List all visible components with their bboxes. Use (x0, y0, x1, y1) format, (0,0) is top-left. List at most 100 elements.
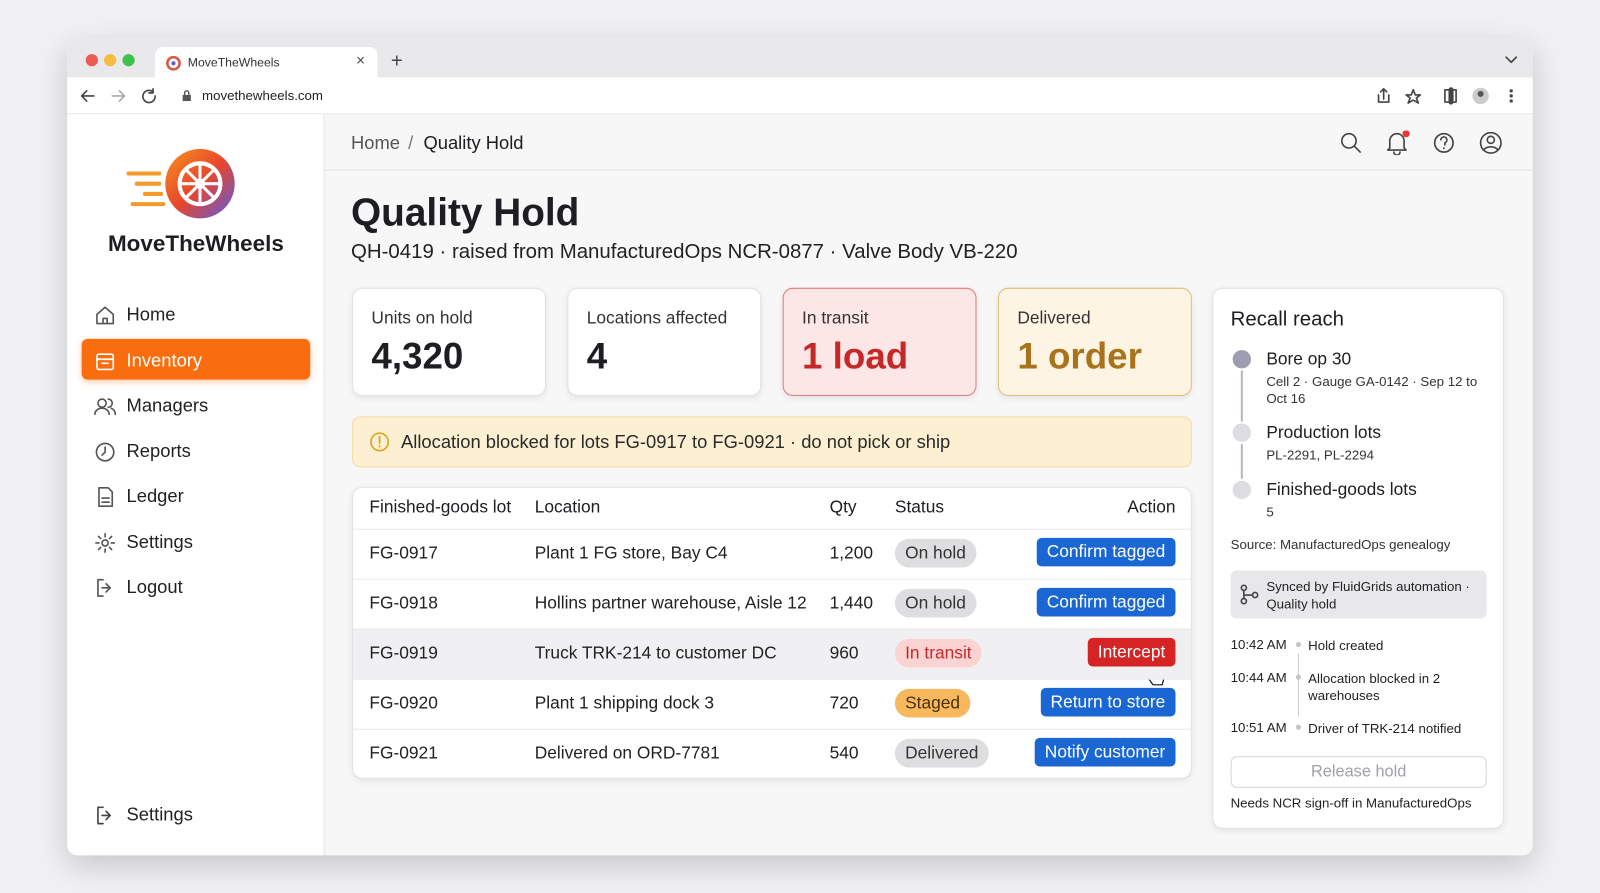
table-cell: 960 (829, 642, 859, 663)
nav-icon (98, 487, 114, 508)
status-pill: In transit (894, 638, 982, 668)
nav-item[interactable]: Inventory (126, 349, 203, 370)
nav-icon (96, 352, 115, 370)
tab[interactable] (155, 46, 378, 78)
recall-title: Recall reach (1230, 308, 1345, 331)
step-title: Bore op 30 (1266, 349, 1352, 369)
new-tab[interactable]: + (390, 50, 403, 73)
table-cell: Truck TRK-214 to customer DC (534, 642, 777, 663)
address-bar (67, 77, 1533, 115)
table-row (353, 578, 1191, 629)
nav-buttons[interactable] (80, 87, 162, 104)
tab-icon (166, 55, 181, 71)
table-header: Status (894, 497, 945, 517)
log-time: 10:44 AM (1230, 669, 1287, 685)
action-button[interactable]: Notify customer (1034, 737, 1176, 767)
action-button[interactable]: Return to store (1040, 687, 1176, 717)
table-cell: 1,200 (829, 542, 874, 563)
source: Source: ManufacturedOps genealogy (1230, 536, 1451, 553)
nav-icon (97, 578, 112, 597)
table-row (353, 528, 1191, 579)
nav-item[interactable]: Reports (126, 440, 191, 461)
table-cell: 540 (829, 742, 859, 763)
action-button[interactable]: Intercept (1087, 637, 1176, 667)
release-button[interactable]: Release hold (1230, 756, 1487, 788)
action-button[interactable]: Confirm tagged (1036, 537, 1176, 567)
table-row (353, 728, 1191, 779)
table-cell: FG-0921 (369, 742, 438, 763)
recall-panel (1212, 287, 1505, 829)
url[interactable]: movethewheels.com (202, 87, 323, 104)
nav-icon (95, 442, 115, 462)
nav-item[interactable]: Ledger (126, 485, 184, 507)
page-subtitle: QH-0419 · raised from ManufacturedOps NC… (351, 240, 1018, 264)
step-title: Production lots (1266, 422, 1382, 442)
step-dot (1230, 421, 1254, 444)
nav-icon (96, 306, 115, 325)
status-pill: Staged (894, 688, 971, 718)
header-divider (324, 169, 1533, 171)
step-detail: Cell 2 · Gauge GA-0142 · Sep 12 to Oct 1… (1266, 373, 1478, 407)
alert-text: Allocation blocked for lots FG-0917 to F… (401, 431, 951, 453)
header-icons[interactable] (1339, 130, 1507, 156)
log-dot (1295, 641, 1302, 648)
action-button[interactable]: Confirm tagged (1036, 587, 1176, 617)
table-cell: FG-0919 (369, 642, 438, 663)
table-row (353, 628, 1191, 679)
nav-item[interactable]: Managers (126, 394, 209, 416)
browser-tools[interactable] (1373, 87, 1521, 105)
sync-icon (1240, 584, 1259, 605)
table-cell: 1,440 (829, 592, 874, 613)
active-nav-bg (81, 338, 311, 380)
nav-icon (94, 398, 117, 416)
table-cell: Plant 1 FG store, Bay C4 (534, 542, 728, 563)
status-pill: On hold (894, 538, 977, 568)
stat-value: 4 (586, 334, 608, 377)
lock-icon (182, 90, 191, 102)
table-row (353, 678, 1191, 729)
table-cell: FG-0918 (369, 592, 438, 613)
nav-item[interactable]: Settings (126, 804, 193, 825)
table-header: Location (534, 497, 601, 517)
step-dot (1230, 348, 1254, 371)
stat-label: Locations affected (586, 308, 728, 328)
table-cell: Plant 1 shipping dock 3 (534, 692, 715, 713)
nav-item[interactable]: Settings (126, 531, 193, 552)
stat-value: 1 load (802, 334, 909, 377)
nav-icon (97, 806, 112, 825)
log-time: 10:42 AM (1230, 636, 1287, 653)
log-time: 10:51 AM (1230, 719, 1287, 735)
stat-card (567, 287, 762, 396)
log-event: Driver of TRK-214 notified (1308, 720, 1462, 736)
step-detail: PL-2291, PL-2294 (1266, 447, 1375, 463)
log-event: Hold created (1308, 637, 1384, 654)
step-detail: 5 (1266, 504, 1274, 520)
table-cell: FG-0917 (369, 542, 438, 563)
nav-item[interactable]: Home (126, 304, 176, 325)
sync-box (1230, 570, 1487, 619)
stat-value: 4,320 (371, 334, 464, 377)
page-title: Quality Hold (351, 191, 580, 235)
table-cell: 720 (829, 692, 859, 713)
brand: MoveTheWheels (107, 230, 284, 257)
tab-menu[interactable] (1504, 55, 1518, 65)
stat-label: Delivered (1017, 308, 1091, 328)
stat-label: In transit (802, 308, 869, 328)
breadcrumb-home[interactable]: Home (351, 132, 401, 154)
table-header: Qty (829, 497, 857, 517)
table-header: Finished-goods lot (369, 497, 512, 517)
tab-title: MoveTheWheels (187, 55, 280, 70)
stat-card (782, 287, 977, 396)
logo (126, 149, 235, 219)
sidebar (67, 114, 325, 856)
stat-card (352, 287, 546, 396)
stat-value: 1 order (1017, 334, 1142, 377)
tab-close[interactable]: × (356, 52, 366, 70)
log-line (1297, 653, 1299, 717)
nav-item[interactable]: Logout (126, 576, 183, 598)
release-note: Needs NCR sign-off in ManufacturedOps (1230, 795, 1472, 811)
status-pill: Delivered (894, 738, 989, 768)
stat-label: Units on hold (371, 308, 473, 328)
table-cell: Hollins partner warehouse, Aisle 12 (534, 592, 807, 613)
